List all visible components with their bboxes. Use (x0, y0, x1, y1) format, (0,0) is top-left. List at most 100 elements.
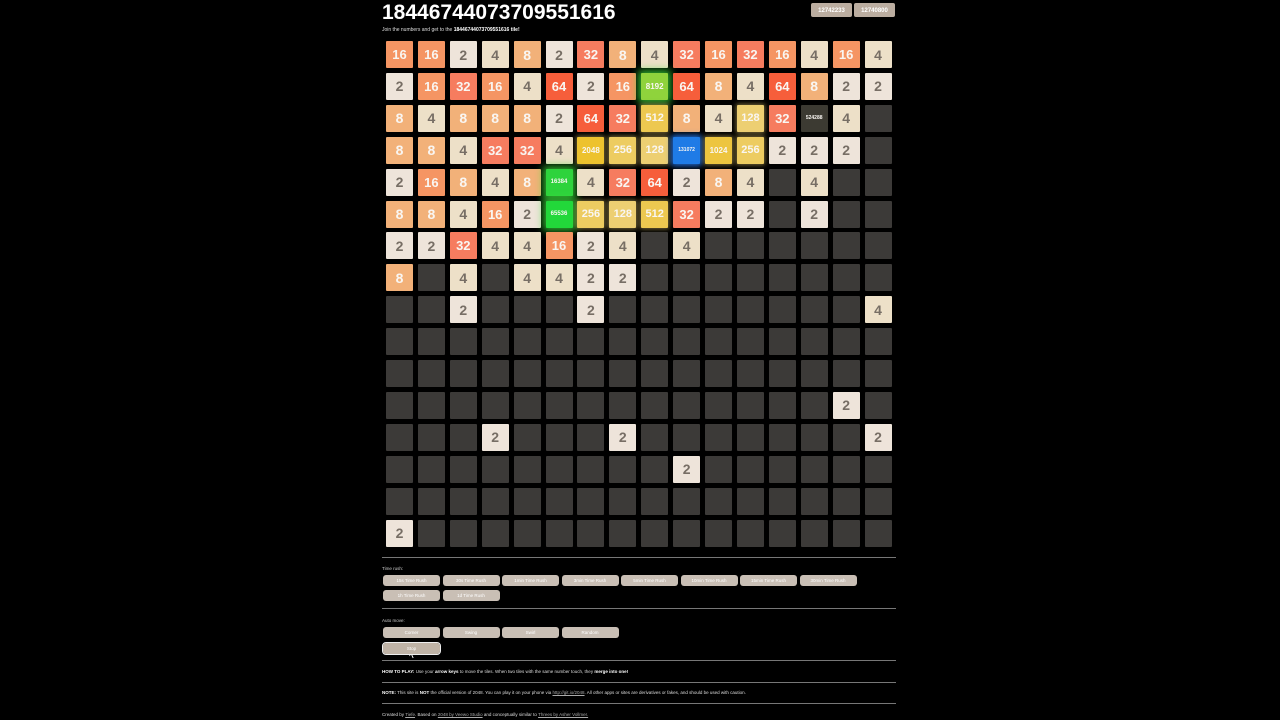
author-link[interactable]: Tiefe (405, 712, 416, 717)
empty-cell (577, 519, 605, 547)
tile-2: 2 (386, 519, 413, 547)
empty-cell (800, 232, 828, 260)
empty-cell (768, 232, 796, 260)
empty-cell (768, 487, 796, 515)
tile-32: 32 (481, 136, 509, 164)
tile-2: 2 (832, 72, 860, 100)
empty-cell (481, 455, 509, 483)
empty-cell (449, 328, 477, 356)
empty-cell (609, 487, 637, 515)
original-2048-link[interactable]: 2048 by Veewo Studio (437, 712, 483, 717)
tile-2: 2 (577, 296, 605, 324)
empty-cell (864, 455, 892, 483)
game-board[interactable]: 16 16 2 4 8 2 32 8 4 32 16 32 16 4 16 4 2 16 32 16 4 64 2 16 819… (382, 37, 896, 553)
empty-cell (705, 519, 732, 547)
empty-cell (736, 296, 764, 324)
empty-cell (513, 328, 541, 356)
tile-8: 8 (513, 41, 541, 68)
auto-move-random-button[interactable]: Random (561, 627, 619, 638)
tile-8: 8 (417, 136, 445, 164)
time-rush-button[interactable]: 3min Time Rush (561, 575, 619, 586)
empty-cell (736, 487, 764, 515)
tile-4: 4 (736, 168, 764, 196)
tile-64: 64 (641, 168, 669, 196)
tile-32: 32 (673, 41, 701, 68)
empty-cell (513, 455, 541, 483)
empty-cell (705, 487, 732, 515)
empty-cell (449, 423, 477, 451)
phone-link[interactable]: http://git.io/2048 (552, 690, 585, 695)
empty-cell (577, 360, 605, 387)
tile-2: 2 (673, 168, 701, 196)
time-rush-button[interactable]: 30min Time Rush (799, 575, 857, 586)
time-rush-button[interactable]: 15s Time Rush (383, 575, 440, 586)
empty-cell (481, 296, 509, 324)
auto-move-label: Auto move: (382, 618, 405, 623)
empty-cell (417, 328, 445, 356)
empty-cell (768, 200, 796, 228)
empty-cell (736, 455, 764, 483)
empty-cell (481, 519, 509, 547)
time-rush-button[interactable]: 10min Time Rush (680, 575, 738, 586)
empty-cell (864, 168, 892, 196)
tile-4: 4 (513, 232, 541, 260)
tile-32: 32 (673, 200, 701, 228)
empty-cell (417, 487, 445, 515)
empty-cell (641, 423, 669, 451)
tile-4: 4 (800, 41, 828, 68)
time-rush-button[interactable]: 5min Time Rush (621, 575, 678, 586)
empty-cell (609, 455, 637, 483)
empty-cell (864, 391, 892, 419)
empty-cell (673, 423, 701, 451)
empty-cell (705, 360, 732, 387)
tile-4: 4 (545, 136, 573, 164)
empty-cell (736, 360, 764, 387)
empty-cell (417, 264, 445, 292)
threes-link[interactable]: Threes by Asher Vollmer. (538, 712, 589, 717)
auto-move-swing-button[interactable]: Swing (442, 627, 500, 638)
empty-cell (641, 296, 669, 324)
empty-cell (609, 519, 637, 547)
time-rush-label: Time rush: (382, 566, 404, 571)
tile-2: 2 (513, 200, 541, 228)
time-rush-button[interactable]: 30s Time Rush (442, 575, 500, 586)
empty-cell (768, 296, 796, 324)
empty-cell (545, 455, 573, 483)
tile-4: 4 (832, 104, 860, 132)
empty-cell (705, 296, 732, 324)
time-rush-button[interactable]: 15min Time Rush (740, 575, 797, 586)
empty-cell (513, 423, 541, 451)
tile-8: 8 (705, 72, 732, 100)
empty-cell (864, 232, 892, 260)
tile-2: 2 (449, 41, 477, 68)
note-prefix: NOTE: (382, 690, 396, 695)
empty-cell (545, 487, 573, 515)
empty-cell (449, 391, 477, 419)
empty-cell (736, 423, 764, 451)
empty-cell (768, 519, 796, 547)
empty-cell (832, 296, 860, 324)
empty-cell (545, 423, 573, 451)
divider (382, 557, 896, 558)
time-rush-button[interactable]: 1d Time Rush (442, 590, 500, 601)
tile-8: 8 (673, 104, 701, 132)
time-rush-button[interactable]: 1h Time Rush (383, 590, 440, 601)
empty-cell (609, 360, 637, 387)
empty-cell (832, 360, 860, 387)
empty-cell (545, 391, 573, 419)
tile-16: 16 (481, 72, 509, 100)
note-text: This site is (397, 690, 419, 695)
empty-cell (386, 423, 413, 451)
subtitle-prefix: Join the numbers and get to the (382, 27, 453, 33)
empty-cell (641, 360, 669, 387)
tile-2: 2 (545, 104, 573, 132)
auto-move-corner-button[interactable]: Corner (383, 627, 440, 638)
empty-cell (513, 360, 541, 387)
empty-cell (673, 391, 701, 419)
tile-16: 16 (417, 41, 445, 68)
auto-move-stop-button[interactable]: Stop (382, 642, 441, 655)
tile-512: 512 (641, 200, 669, 228)
empty-cell (481, 328, 509, 356)
auto-move-swirl-button[interactable]: Swirl (502, 627, 559, 638)
time-rush-button[interactable]: 1min Time Rush (502, 575, 559, 586)
